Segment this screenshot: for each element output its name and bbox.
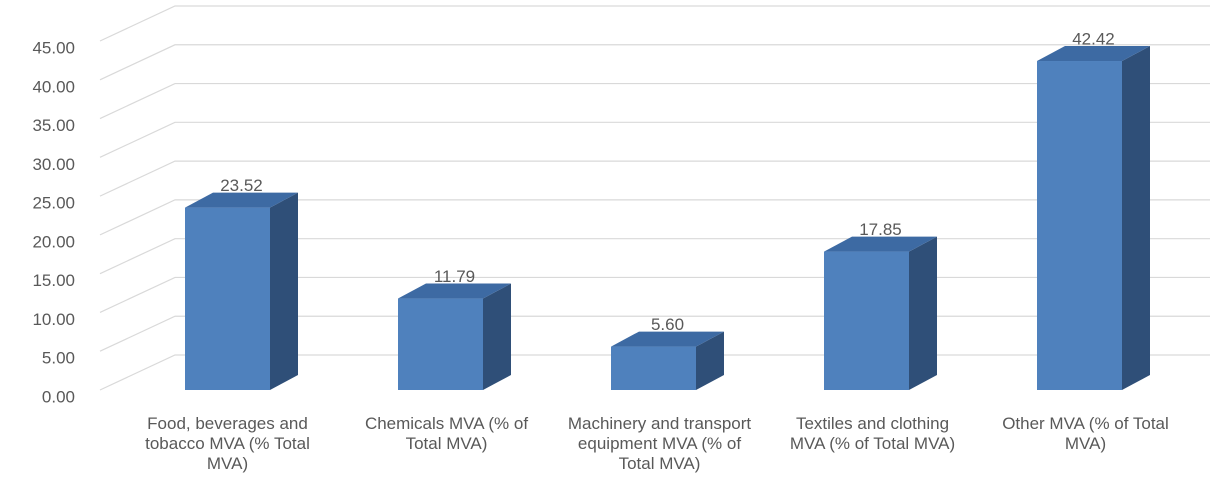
grid-line xyxy=(99,82,1210,120)
x-tick-label: Chemicals MVA (% of Total MVA) xyxy=(364,414,529,453)
bar xyxy=(398,298,483,390)
grid-line xyxy=(99,160,1210,197)
x-tick-label: Textiles and clothing MVA (% of Total MV… xyxy=(789,414,956,453)
data-label: 42.42 xyxy=(1072,29,1115,48)
bar xyxy=(824,251,909,390)
data-label: 11.79 xyxy=(434,267,475,286)
data-label: 23.52 xyxy=(220,176,263,195)
bar xyxy=(185,207,270,390)
x-tick-label: Machinery and transport equipment MVA (%… xyxy=(567,414,752,473)
x-tick-label: Food, beverages and tobacco MVA (% Total… xyxy=(145,414,310,473)
bar-top xyxy=(398,283,511,299)
bar-side xyxy=(483,283,511,390)
y-tick-label: 0.00 xyxy=(42,387,75,406)
data-label: 5.60 xyxy=(651,315,684,334)
y-tick-label: 15.00 xyxy=(32,271,75,290)
y-tick-label: 5.00 xyxy=(42,349,75,368)
bar-top xyxy=(611,331,724,347)
bar-side xyxy=(909,236,937,390)
y-tick-label: 20.00 xyxy=(32,232,75,251)
x-tick-label: Other MVA (% of Total MVA) xyxy=(1002,414,1169,453)
grid-line xyxy=(99,121,1210,158)
y-tick-label: 30.00 xyxy=(32,155,75,174)
bar xyxy=(1037,61,1122,390)
y-tick-label: 35.00 xyxy=(32,116,75,135)
grid-line xyxy=(99,44,1210,81)
grid-line xyxy=(99,5,1210,42)
bar-side xyxy=(270,192,298,390)
y-tick-label: 25.00 xyxy=(32,194,75,213)
y-tick-label: 45.00 xyxy=(32,38,75,57)
y-tick-label: 10.00 xyxy=(32,310,75,329)
grid-line xyxy=(99,199,1210,236)
bar xyxy=(611,346,696,390)
bar-side xyxy=(1122,46,1150,390)
bar-top xyxy=(824,236,937,252)
bar-top xyxy=(185,192,298,208)
data-label: 17.85 xyxy=(859,220,902,239)
y-tick-label: 40.00 xyxy=(32,77,75,96)
bar-side xyxy=(696,331,724,390)
bar-top xyxy=(1037,46,1150,62)
